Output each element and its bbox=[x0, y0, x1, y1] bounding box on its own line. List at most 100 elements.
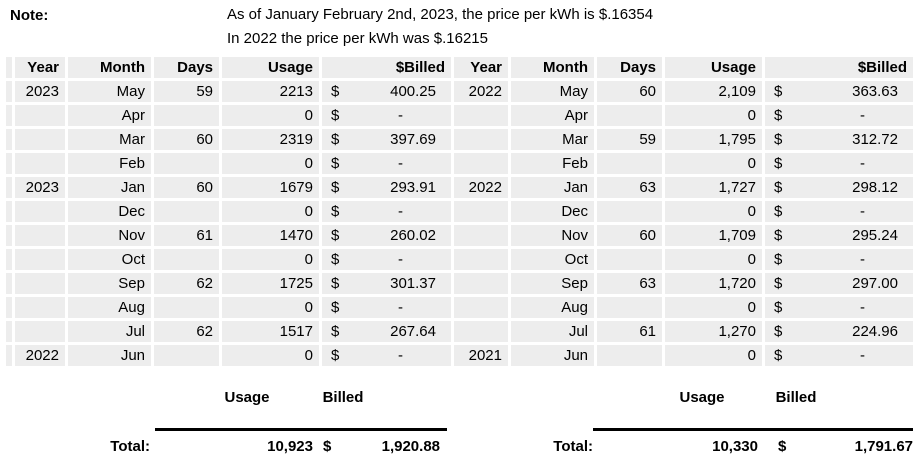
cell-month[interactable]: Aug bbox=[68, 297, 151, 318]
cell-days2[interactable] bbox=[597, 105, 662, 126]
cell-year[interactable] bbox=[15, 129, 65, 150]
cell-month[interactable]: Nov bbox=[68, 225, 151, 246]
cell-days[interactable]: 61 bbox=[154, 225, 219, 246]
cell-days2[interactable] bbox=[597, 153, 662, 174]
cell-usage2[interactable]: 1,270 bbox=[665, 321, 762, 342]
cell-year[interactable]: 2022 bbox=[15, 345, 65, 366]
cell-days2[interactable] bbox=[597, 345, 662, 366]
cell-usage2[interactable]: 0 bbox=[665, 153, 762, 174]
cell-usage2[interactable]: 0 bbox=[665, 345, 762, 366]
cell-month2[interactable]: Oct bbox=[511, 249, 594, 270]
cell-usage[interactable]: 2319 bbox=[222, 129, 319, 150]
cell-billed[interactable]: $260.02 bbox=[322, 225, 451, 246]
cell-month[interactable]: Apr bbox=[68, 105, 151, 126]
cell-days2[interactable]: 60 bbox=[597, 225, 662, 246]
cell-year[interactable]: 2023 bbox=[15, 81, 65, 102]
cell-days2[interactable] bbox=[597, 297, 662, 318]
cell-usage[interactable]: 1679 bbox=[222, 177, 319, 198]
cell-days2[interactable]: 63 bbox=[597, 273, 662, 294]
cell-year2[interactable] bbox=[454, 273, 508, 294]
cell-billed2[interactable]: $363.63 bbox=[765, 81, 913, 102]
cell-month2[interactable]: Nov bbox=[511, 225, 594, 246]
cell-month[interactable]: Dec bbox=[68, 201, 151, 222]
cell-days[interactable] bbox=[154, 153, 219, 174]
cell-days2[interactable]: 60 bbox=[597, 81, 662, 102]
cell-usage2[interactable]: 1,727 bbox=[665, 177, 762, 198]
cell-month[interactable]: Jul bbox=[68, 321, 151, 342]
cell-month[interactable]: May bbox=[68, 81, 151, 102]
header-usage-right[interactable]: Usage bbox=[665, 57, 762, 78]
cell-month2[interactable]: Feb bbox=[511, 153, 594, 174]
cell-usage[interactable]: 1725 bbox=[222, 273, 319, 294]
cell-year[interactable] bbox=[15, 225, 65, 246]
cell-usage[interactable]: 0 bbox=[222, 153, 319, 174]
cell-month[interactable]: Jan bbox=[68, 177, 151, 198]
cell-usage[interactable]: 2213 bbox=[222, 81, 319, 102]
cell-billed2[interactable]: $297.00 bbox=[765, 273, 913, 294]
cell-year2[interactable]: 2022 bbox=[454, 177, 508, 198]
cell-month[interactable]: Feb bbox=[68, 153, 151, 174]
cell-month2[interactable]: Dec bbox=[511, 201, 594, 222]
cell-billed2[interactable]: $ - bbox=[765, 105, 913, 126]
cell-billed[interactable]: $ - bbox=[322, 201, 451, 222]
cell-billed[interactable]: $301.37 bbox=[322, 273, 451, 294]
cell-days[interactable] bbox=[154, 297, 219, 318]
cell-month[interactable]: Mar bbox=[68, 129, 151, 150]
cell-year2[interactable] bbox=[454, 129, 508, 150]
cell-month[interactable]: Jun bbox=[68, 345, 151, 366]
cell-days2[interactable] bbox=[597, 201, 662, 222]
header-usage-left[interactable]: Usage bbox=[222, 57, 319, 78]
header-year-left[interactable]: Year bbox=[15, 57, 65, 78]
cell-billed[interactable]: $267.64 bbox=[322, 321, 451, 342]
cell-billed2[interactable]: $312.72 bbox=[765, 129, 913, 150]
header-month-right[interactable]: Month bbox=[511, 57, 594, 78]
cell-billed2[interactable]: $ - bbox=[765, 249, 913, 270]
cell-year[interactable] bbox=[15, 105, 65, 126]
cell-month2[interactable]: Sep bbox=[511, 273, 594, 294]
cell-usage2[interactable]: 0 bbox=[665, 105, 762, 126]
cell-usage2[interactable]: 1,709 bbox=[665, 225, 762, 246]
cell-year2[interactable] bbox=[454, 321, 508, 342]
cell-billed[interactable]: $ - bbox=[322, 105, 451, 126]
cell-usage[interactable]: 0 bbox=[222, 249, 319, 270]
cell-usage[interactable]: 0 bbox=[222, 201, 319, 222]
cell-usage[interactable]: 0 bbox=[222, 345, 319, 366]
cell-year[interactable] bbox=[15, 321, 65, 342]
cell-billed[interactable]: $293.91 bbox=[322, 177, 451, 198]
cell-year2[interactable] bbox=[454, 249, 508, 270]
cell-days[interactable]: 62 bbox=[154, 273, 219, 294]
cell-month[interactable]: Oct bbox=[68, 249, 151, 270]
cell-usage2[interactable]: 0 bbox=[665, 201, 762, 222]
cell-billed2[interactable]: $298.12 bbox=[765, 177, 913, 198]
cell-days2[interactable]: 63 bbox=[597, 177, 662, 198]
header-billed-left[interactable]: $Billed bbox=[322, 57, 451, 78]
cell-billed[interactable]: $ - bbox=[322, 297, 451, 318]
cell-billed[interactable]: $397.69 bbox=[322, 129, 451, 150]
cell-billed[interactable]: $ - bbox=[322, 345, 451, 366]
cell-days[interactable] bbox=[154, 345, 219, 366]
cell-days[interactable]: 60 bbox=[154, 177, 219, 198]
cell-year2[interactable] bbox=[454, 105, 508, 126]
cell-days2[interactable]: 59 bbox=[597, 129, 662, 150]
cell-year[interactable] bbox=[15, 297, 65, 318]
header-year-right[interactable]: Year bbox=[454, 57, 508, 78]
cell-year2[interactable] bbox=[454, 297, 508, 318]
cell-billed2[interactable]: $ - bbox=[765, 345, 913, 366]
cell-usage[interactable]: 1517 bbox=[222, 321, 319, 342]
cell-billed[interactable]: $400.25 bbox=[322, 81, 451, 102]
cell-year2[interactable] bbox=[454, 225, 508, 246]
cell-month[interactable]: Sep bbox=[68, 273, 151, 294]
cell-usage2[interactable]: 0 bbox=[665, 249, 762, 270]
cell-days[interactable]: 59 bbox=[154, 81, 219, 102]
cell-days[interactable]: 62 bbox=[154, 321, 219, 342]
cell-billed2[interactable]: $ - bbox=[765, 201, 913, 222]
cell-year[interactable]: 2023 bbox=[15, 177, 65, 198]
header-days-right[interactable]: Days bbox=[597, 57, 662, 78]
cell-usage2[interactable]: 1,795 bbox=[665, 129, 762, 150]
cell-year2[interactable] bbox=[454, 153, 508, 174]
cell-billed2[interactable]: $295.24 bbox=[765, 225, 913, 246]
cell-days[interactable] bbox=[154, 201, 219, 222]
cell-year2[interactable] bbox=[454, 201, 508, 222]
cell-month2[interactable]: Mar bbox=[511, 129, 594, 150]
cell-year[interactable] bbox=[15, 201, 65, 222]
